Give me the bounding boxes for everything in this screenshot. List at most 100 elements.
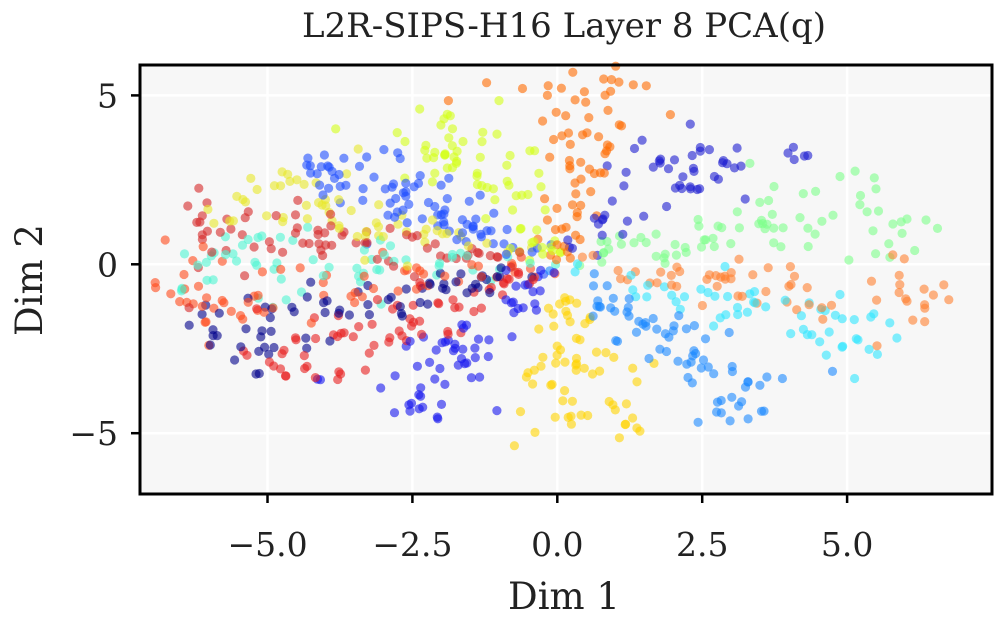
data-point (404, 400, 414, 410)
data-point (281, 295, 291, 305)
data-point (256, 332, 266, 342)
data-point (894, 270, 904, 280)
data-point (387, 182, 397, 192)
data-point (552, 350, 562, 360)
data-point (543, 303, 554, 313)
data-point (885, 318, 895, 328)
data-point (769, 223, 779, 233)
data-point (336, 369, 346, 379)
data-point (888, 250, 898, 260)
data-point (467, 260, 477, 270)
data-point (732, 207, 742, 217)
data-point (306, 168, 316, 178)
data-point (548, 245, 558, 256)
data-point (415, 297, 425, 308)
data-point (264, 349, 274, 359)
data-point (416, 383, 426, 393)
data-point (732, 143, 742, 153)
data-point (177, 284, 187, 294)
data-point (310, 373, 320, 383)
data-point (762, 372, 772, 382)
data-point (339, 328, 349, 338)
data-point (602, 281, 612, 291)
data-point (570, 178, 580, 188)
data-point (549, 268, 559, 278)
data-point (318, 271, 328, 281)
data-points (150, 61, 954, 451)
data-point (572, 298, 582, 308)
data-point (476, 272, 487, 282)
data-point (570, 95, 580, 105)
data-point (696, 284, 706, 294)
data-point (693, 214, 703, 225)
data-point (563, 235, 573, 245)
x-tick-label: 0.0 (531, 525, 583, 564)
data-point (737, 291, 747, 301)
data-point (303, 222, 313, 232)
data-point (654, 156, 664, 166)
data-point (567, 396, 578, 406)
data-point (471, 214, 481, 224)
data-point (237, 240, 248, 250)
data-point (678, 172, 688, 182)
data-point (576, 157, 586, 167)
data-point (803, 241, 813, 252)
data-point (586, 187, 596, 197)
data-point (474, 248, 484, 258)
data-point (266, 326, 276, 336)
data-point (334, 169, 344, 180)
data-point (712, 281, 722, 291)
data-point (552, 203, 562, 213)
data-point (502, 160, 512, 170)
data-point (704, 145, 715, 155)
data-point (431, 345, 441, 355)
data-point (668, 326, 678, 336)
data-point (437, 338, 447, 348)
data-point (346, 205, 356, 216)
data-point (612, 336, 623, 346)
data-point (643, 280, 653, 290)
data-point (408, 317, 419, 327)
data-point (565, 161, 575, 171)
data-point (698, 355, 709, 365)
data-point (395, 302, 405, 312)
data-point (537, 242, 547, 252)
data-point (629, 238, 639, 248)
data-point (507, 205, 518, 215)
data-point (802, 283, 812, 293)
data-point (243, 234, 253, 245)
data-point (639, 211, 649, 221)
data-point (764, 195, 774, 206)
data-point (320, 228, 330, 238)
data-point (552, 341, 562, 351)
data-point (299, 179, 309, 189)
data-point (334, 308, 344, 318)
data-point (389, 408, 400, 418)
data-point (422, 243, 432, 253)
data-point (689, 166, 699, 176)
data-point (385, 333, 395, 343)
data-point (291, 335, 301, 345)
data-point (606, 86, 616, 96)
data-point (461, 320, 472, 330)
data-point (435, 363, 445, 374)
data-point (264, 357, 274, 367)
data-point (388, 304, 398, 314)
data-point (536, 265, 546, 275)
data-point (628, 285, 638, 295)
data-point (588, 250, 598, 260)
data-point (489, 208, 499, 218)
data-point (745, 289, 755, 299)
data-point (354, 161, 365, 171)
data-point (687, 378, 697, 388)
data-point (567, 200, 578, 210)
data-point (659, 282, 670, 292)
data-point (443, 96, 453, 106)
data-point (582, 128, 592, 138)
data-point (703, 287, 713, 298)
data-point (597, 257, 607, 267)
data-point (468, 221, 478, 231)
data-point (675, 266, 685, 277)
data-point (357, 292, 367, 302)
data-point (160, 235, 170, 245)
